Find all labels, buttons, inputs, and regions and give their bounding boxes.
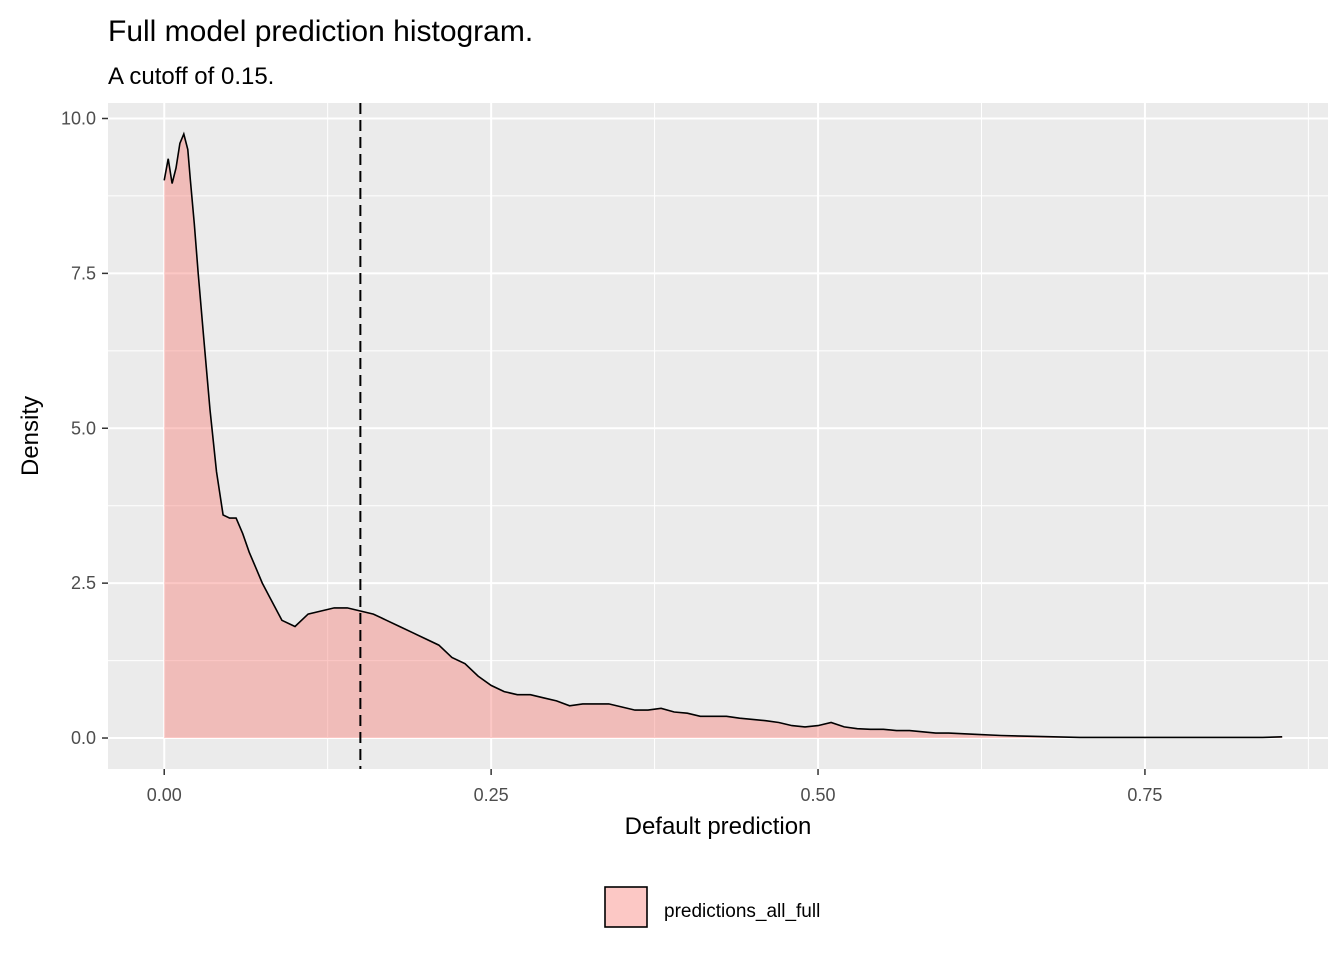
- y-tick-label: 2.5: [71, 573, 96, 593]
- x-axis-title: Default prediction: [625, 813, 812, 840]
- density-line: [163, 131, 1283, 739]
- legend-label: predictions_all_full: [664, 901, 820, 922]
- x-tick-label: 0.75: [1127, 785, 1162, 805]
- legend-key: [604, 886, 648, 928]
- minor-gridlines: [108, 103, 1328, 769]
- x-axis: 0.00 0.25 0.50 0.75: [147, 769, 1162, 805]
- major-gridlines: [108, 103, 1328, 769]
- chart-subtitle: A cutoff of 0.15.: [108, 63, 274, 90]
- y-axis: 0.0 2.5 5.0 7.5 10.0: [61, 108, 108, 748]
- y-axis-title: Density: [17, 396, 44, 476]
- x-tick-label: 0.50: [801, 785, 836, 805]
- plot-panel: [108, 103, 1328, 769]
- y-tick-label: 0.0: [71, 728, 96, 748]
- y-tick-label: 5.0: [71, 418, 96, 438]
- chart-title: Full model prediction histogram.: [108, 15, 533, 48]
- density-area: [164, 134, 1283, 738]
- x-tick-label: 0.00: [147, 785, 182, 805]
- y-tick-label: 10.0: [61, 108, 96, 128]
- legend: predictions_all_full: [604, 886, 820, 928]
- y-tick-label: 7.5: [71, 263, 96, 283]
- x-tick-label: 0.25: [474, 785, 509, 805]
